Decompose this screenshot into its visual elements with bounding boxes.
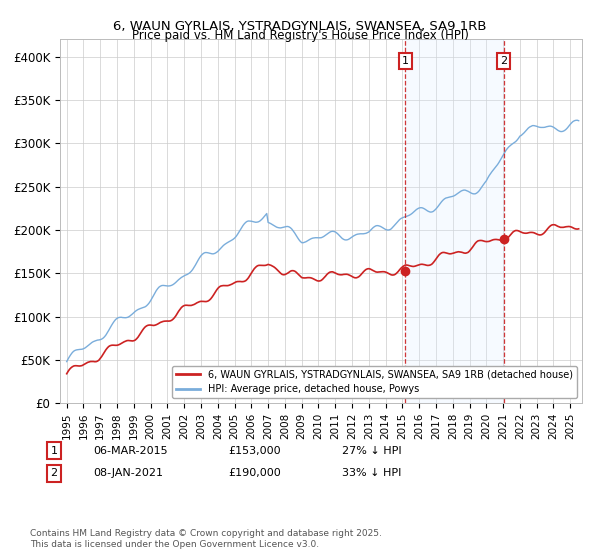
Text: 1: 1 [50, 446, 58, 456]
Bar [406, 39, 503, 403]
Text: 1: 1 [402, 56, 409, 66]
Text: 27% ↓ HPI: 27% ↓ HPI [342, 446, 401, 456]
Text: 33% ↓ HPI: 33% ↓ HPI [342, 468, 401, 478]
Text: 08-JAN-2021: 08-JAN-2021 [93, 468, 163, 478]
Text: Contains HM Land Registry data © Crown copyright and database right 2025.
This d: Contains HM Land Registry data © Crown c… [30, 529, 382, 549]
Text: 06-MAR-2015: 06-MAR-2015 [93, 446, 167, 456]
Text: 6, WAUN GYRLAIS, YSTRADGYNLAIS, SWANSEA, SA9 1RB: 6, WAUN GYRLAIS, YSTRADGYNLAIS, SWANSEA,… [113, 20, 487, 32]
Text: £153,000: £153,000 [228, 446, 281, 456]
Text: 2: 2 [500, 56, 507, 66]
Text: 2: 2 [50, 468, 58, 478]
Text: Price paid vs. HM Land Registry's House Price Index (HPI): Price paid vs. HM Land Registry's House … [131, 29, 469, 42]
Text: £190,000: £190,000 [228, 468, 281, 478]
Legend: 6, WAUN GYRLAIS, YSTRADGYNLAIS, SWANSEA, SA9 1RB (detached house), HPI: Average : 6, WAUN GYRLAIS, YSTRADGYNLAIS, SWANSEA,… [172, 366, 577, 398]
